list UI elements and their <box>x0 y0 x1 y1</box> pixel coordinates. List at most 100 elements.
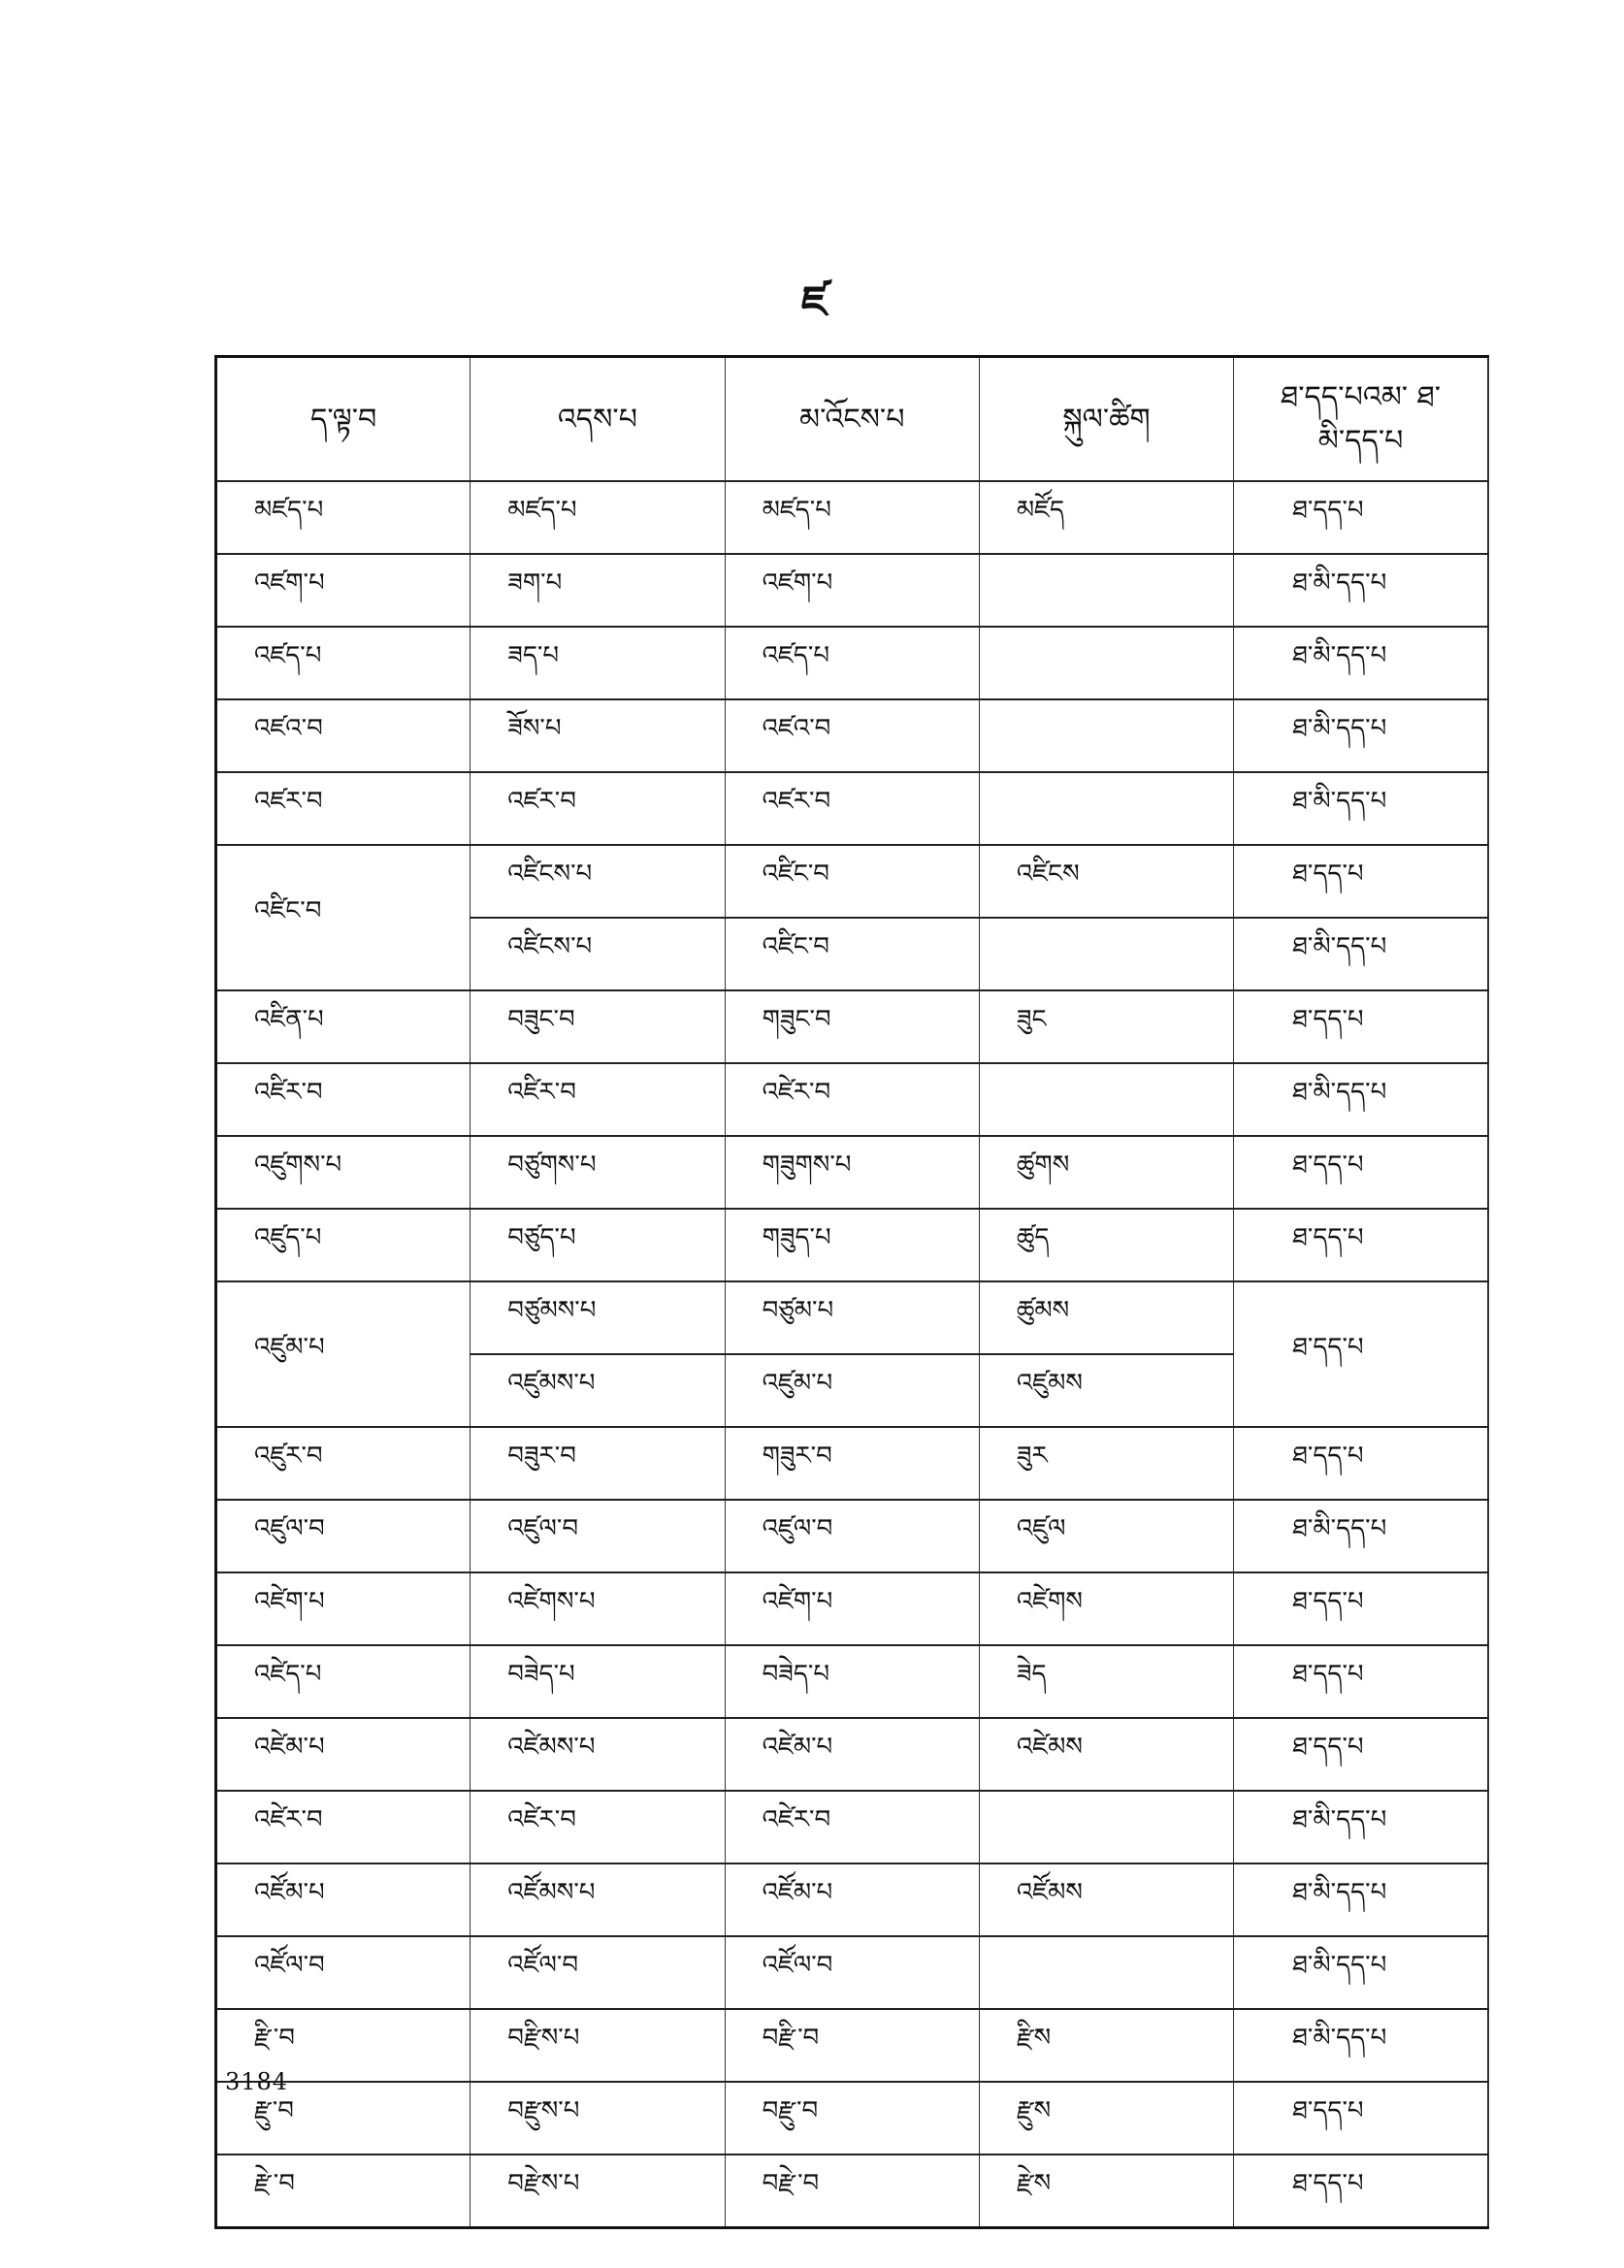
transitivity-cell: ཐ་མི་དད་པ <box>1233 1790 1489 1864</box>
past-cell: བཟུང་བ <box>470 989 726 1064</box>
header-transitivity: ཐ་དད་པའམ་ ཐ་མི་དད་པ <box>1233 355 1489 482</box>
present-cell: འཛེར་བ <box>214 1790 471 1864</box>
past-cell: འཛིངས་པ <box>470 917 726 991</box>
header-present: ད་ལྟ་བ <box>214 355 471 482</box>
table-row: འཛུལ་བ འཛུལ་བ འཛུལ་བ འཛུལ ཐ་མི་དད་པ <box>214 1499 1489 1573</box>
imperative-cell: ཚུད <box>978 1208 1235 1282</box>
present-cell: འཛིར་བ <box>214 1062 471 1137</box>
future-cell: འཛག་པ <box>724 553 980 628</box>
past-cell: འཛེམས་པ <box>470 1717 726 1792</box>
future-cell: འཛིང་བ <box>724 917 980 991</box>
past-cell: འཛོམས་པ <box>470 1863 726 1937</box>
table-row: འཛད་པ ཟད་པ འཛད་པ ཐ་མི་དད་པ <box>214 626 1489 700</box>
present-cell: འཛད་པ <box>214 626 471 700</box>
present-cell: འཛུད་པ <box>214 1208 471 1282</box>
header-row: ད་ལྟ་བ འདས་པ མ་འོངས་པ སྐུལ་ཚིག ཐ་དད་པའམ་… <box>214 355 1489 482</box>
table-row: འཛའ་བ ཟོས་པ འཛའ་བ ཐ་མི་དད་པ <box>214 698 1489 773</box>
imperative-cell: ཚུམས <box>978 1280 1235 1355</box>
imperative-cell <box>978 771 1235 846</box>
future-cell: འཛུམ་པ <box>724 1353 980 1428</box>
transitivity-cell: ཐ་དད་པ <box>1233 1426 1489 1501</box>
past-cell: ཟོས་པ <box>470 698 726 773</box>
transitivity-cell: ཐ་དད་པ <box>1233 1135 1489 1210</box>
future-cell: འཛེར་བ <box>724 1790 980 1864</box>
imperative-cell: ཚུགས <box>978 1135 1235 1210</box>
past-cell: བཙུགས་པ <box>470 1135 726 1210</box>
present-cell: འཛུམ་པ <box>214 1280 471 1428</box>
imperative-cell <box>978 1790 1235 1864</box>
imperative-cell: རྫུས <box>978 2081 1235 2155</box>
future-cell: གཟུགས་པ <box>724 1135 980 1210</box>
table-row: འཛིན་པ བཟུང་བ གཟུང་བ ཟུང ཐ་དད་པ <box>214 989 1489 1064</box>
page-letter: ཛ <box>801 277 828 327</box>
imperative-cell: ཟེད <box>978 1644 1235 1719</box>
table-row: འཛེག་པ འཛེགས་པ འཛེག་པ འཛེགས ཐ་དད་པ <box>214 1571 1489 1646</box>
past-cell: འཛེགས་པ <box>470 1571 726 1646</box>
future-cell: འཛེར་བ <box>724 1062 980 1137</box>
present-cell: འཛར་བ <box>214 771 471 846</box>
future-cell: གཟུང་བ <box>724 989 980 1064</box>
present-cell: འཛུར་བ <box>214 1426 471 1501</box>
transitivity-cell: ཐ་མི་དད་པ <box>1233 626 1489 700</box>
header-imperative: སྐུལ་ཚིག <box>978 355 1235 482</box>
past-cell: འཛུལ་བ <box>470 1499 726 1573</box>
future-cell: བརྫི་བ <box>724 2008 980 2083</box>
past-cell: བཟུར་བ <box>470 1426 726 1501</box>
header-past: འདས་པ <box>470 355 726 482</box>
transitivity-cell: ཐ་དད་པ <box>1233 1571 1489 1646</box>
future-cell: འཛད་པ <box>724 626 980 700</box>
past-cell: བརྫུས་པ <box>470 2081 726 2155</box>
past-cell: བཟེད་པ <box>470 1644 726 1719</box>
transitivity-cell: ཐ་དད་པ <box>1233 1280 1489 1428</box>
past-cell: མཛད་པ <box>470 480 726 555</box>
present-cell: འཛིང་བ <box>214 844 471 991</box>
transitivity-cell: ཐ་མི་དད་པ <box>1233 1062 1489 1137</box>
future-cell: མཛད་པ <box>724 480 980 555</box>
transitivity-cell: ཐ་མི་དད་པ <box>1233 553 1489 628</box>
future-cell: འཛེམ་པ <box>724 1717 980 1792</box>
table-row: འཛུད་པ བཙུད་པ གཟུད་པ ཚུད ཐ་དད་པ <box>214 1208 1489 1282</box>
table-row: འཛིང་བ འཛིངས་པ འཛིང་བ འཛིངས ཐ་དད་པ <box>214 844 1489 991</box>
past-cell: འཛིར་བ <box>470 1062 726 1137</box>
future-cell: གཟུད་པ <box>724 1208 980 1282</box>
table-row: རྫུ་བ བརྫུས་པ བརྫུ་བ རྫུས ཐ་དད་པ <box>214 2081 1489 2155</box>
future-cell: འཛིང་བ <box>724 844 980 919</box>
present-cell: འཛེག་པ <box>214 1571 471 1646</box>
future-cell: བཟེད་པ <box>724 1644 980 1719</box>
table-row: འཛེད་པ བཟེད་པ བཟེད་པ ཟེད ཐ་དད་པ <box>214 1644 1489 1719</box>
transitivity-cell: ཐ་མི་དད་པ <box>1233 917 1489 991</box>
imperative-cell <box>978 626 1235 700</box>
imperative-cell <box>978 553 1235 628</box>
imperative-cell <box>978 698 1235 773</box>
imperative-cell: ཟུར <box>978 1426 1235 1501</box>
present-cell: འཛོམ་པ <box>214 1863 471 1937</box>
table-row: འཛར་བ འཛར་བ འཛར་བ ཐ་མི་དད་པ <box>214 771 1489 846</box>
past-cell: བཙུད་པ <box>470 1208 726 1282</box>
transitivity-cell: ཐ་དད་པ <box>1233 480 1489 555</box>
transitivity-cell: ཐ་དད་པ <box>1233 1208 1489 1282</box>
present-cell: འཛེམ་པ <box>214 1717 471 1792</box>
past-cell: འཛུམས་པ <box>470 1353 726 1428</box>
transitivity-cell: ཐ་དད་པ <box>1233 2081 1489 2155</box>
imperative-cell: འཛེགས <box>978 1571 1235 1646</box>
past-cell: བརྫེས་པ <box>470 2154 726 2229</box>
table-row: འཛིངས་པ འཛིང་བ ཐ་མི་དད་པ <box>216 917 1489 991</box>
transitivity-cell: ཐ་དད་པ <box>1233 844 1489 919</box>
table-row: འཛིར་བ འཛིར་བ འཛེར་བ ཐ་མི་དད་པ <box>214 1062 1489 1137</box>
future-cell: འཛའ་བ <box>724 698 980 773</box>
future-cell: འཛེག་པ <box>724 1571 980 1646</box>
table-row: འཛུར་བ བཟུར་བ གཟུར་བ ཟུར ཐ་དད་པ <box>214 1426 1489 1501</box>
transitivity-cell: ཐ་མི་དད་པ <box>1233 771 1489 846</box>
imperative-cell: འཛུལ <box>978 1499 1235 1573</box>
future-cell: བཙུམ་པ <box>724 1280 980 1355</box>
transitivity-cell: ཐ་མི་དད་པ <box>1233 1499 1489 1573</box>
future-cell: འཛར་བ <box>724 771 980 846</box>
transitivity-cell: ཐ་མི་དད་པ <box>1233 1863 1489 1937</box>
past-cell: འཛོལ་བ <box>470 1935 726 2010</box>
future-cell: བརྫེ་བ <box>724 2154 980 2229</box>
past-cell: ཟད་པ <box>470 626 726 700</box>
imperative-cell: འཛིངས <box>978 844 1235 919</box>
table-row: འཛེམ་པ འཛེམས་པ འཛེམ་པ འཛེམས ཐ་དད་པ <box>214 1717 1489 1792</box>
past-cell: བརྫིས་པ <box>470 2008 726 2083</box>
table-row: རྫེ་བ བརྫེས་པ བརྫེ་བ རྫེས ཐ་དད་པ <box>214 2154 1489 2229</box>
